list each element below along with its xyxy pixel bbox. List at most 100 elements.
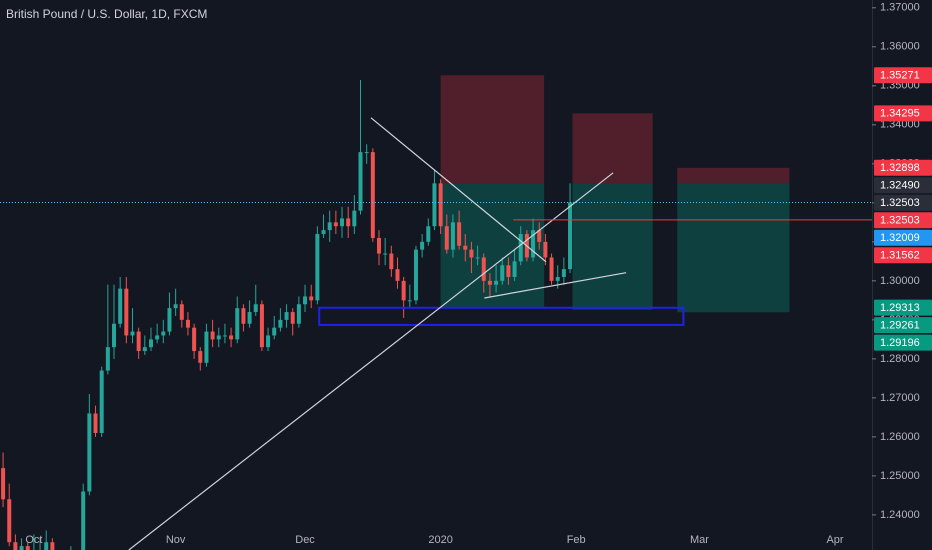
candle-body bbox=[87, 413, 92, 492]
price-label-box bbox=[874, 67, 932, 84]
candle-body bbox=[469, 249, 474, 258]
candle-body bbox=[50, 542, 55, 550]
target-zone bbox=[572, 183, 653, 310]
candle-body bbox=[401, 280, 406, 301]
candle-body bbox=[210, 331, 215, 340]
candle-body bbox=[179, 304, 184, 320]
candle-body bbox=[420, 241, 425, 250]
y-tick-label: 1.28000 bbox=[880, 353, 920, 365]
stop-zone bbox=[440, 75, 545, 184]
candle-body bbox=[561, 269, 566, 277]
support-zone bbox=[318, 306, 685, 326]
price-label: 1.32490 bbox=[880, 180, 920, 192]
price-label-box bbox=[874, 229, 932, 246]
candle-body bbox=[333, 222, 338, 227]
candle-body bbox=[93, 413, 98, 433]
x-tick-label: Apr bbox=[826, 534, 843, 546]
candle-body bbox=[487, 280, 492, 285]
price-label: 1.31562 bbox=[880, 250, 920, 262]
candle-body bbox=[136, 331, 141, 352]
candle-body bbox=[259, 304, 264, 348]
candle-body bbox=[99, 370, 104, 433]
candle-body bbox=[549, 257, 554, 281]
candle-body bbox=[494, 280, 499, 285]
price-label: 1.32503 bbox=[880, 215, 920, 227]
price-label: 1.34295 bbox=[880, 108, 920, 120]
candle-body bbox=[555, 276, 560, 281]
y-tick-label: 1.24000 bbox=[880, 509, 920, 521]
candle-body bbox=[167, 308, 172, 332]
candle-body bbox=[247, 312, 252, 324]
candle-body bbox=[173, 304, 178, 309]
candle-body bbox=[19, 546, 24, 550]
candle-body bbox=[216, 335, 221, 340]
plot-area bbox=[0, 75, 872, 550]
candle-body bbox=[155, 335, 160, 340]
x-tick-label: Feb bbox=[567, 534, 586, 546]
candle-body bbox=[518, 234, 523, 262]
candle-body bbox=[278, 319, 283, 328]
target-zone bbox=[677, 183, 790, 313]
candle-body bbox=[450, 222, 455, 250]
stop-zone bbox=[572, 113, 653, 184]
candle-body bbox=[327, 222, 332, 231]
candle-body bbox=[198, 351, 203, 363]
price-label-box bbox=[874, 299, 932, 316]
y-tick-label: 1.36000 bbox=[880, 41, 920, 53]
x-tick-label: Mar bbox=[690, 534, 709, 546]
candle-body bbox=[222, 335, 227, 337]
candle-body bbox=[413, 249, 418, 301]
price-label-box bbox=[874, 317, 932, 334]
trend-line bbox=[128, 172, 614, 550]
candle-body bbox=[438, 183, 443, 227]
price-label-box bbox=[874, 105, 932, 122]
candle-body bbox=[340, 218, 345, 227]
y-tick-label: 1.27000 bbox=[880, 392, 920, 404]
candle-body bbox=[512, 261, 517, 277]
candle-body bbox=[284, 312, 289, 320]
candle-body bbox=[81, 491, 86, 550]
candle-body bbox=[161, 331, 166, 336]
y-tick-label: 1.37000 bbox=[880, 2, 920, 14]
candle-body bbox=[266, 335, 271, 348]
candle-body bbox=[185, 319, 190, 328]
candle-body bbox=[148, 339, 153, 348]
candle-body bbox=[229, 335, 234, 340]
candle-body bbox=[241, 308, 246, 324]
candle-body bbox=[112, 323, 117, 348]
x-tick-label: 2020 bbox=[428, 534, 452, 546]
trend-line bbox=[370, 117, 547, 263]
candle-body bbox=[383, 253, 388, 255]
candle-body bbox=[118, 288, 123, 324]
candle-body bbox=[13, 542, 18, 550]
candle-body bbox=[500, 265, 505, 281]
price-label-box bbox=[874, 334, 932, 351]
price-label: 1.32503 bbox=[880, 197, 920, 209]
candle-body bbox=[475, 257, 480, 259]
candle-body bbox=[463, 245, 468, 250]
price-label-box bbox=[874, 247, 932, 264]
x-tick-label: Nov bbox=[166, 534, 186, 546]
price-label-box bbox=[874, 177, 932, 194]
price-label: 1.32898 bbox=[880, 162, 920, 174]
candle-body bbox=[506, 265, 511, 277]
candle-body bbox=[290, 312, 295, 324]
candle-body bbox=[432, 183, 437, 227]
price-label-box bbox=[874, 194, 932, 211]
candle-body bbox=[426, 226, 431, 242]
price-label-box bbox=[874, 159, 932, 176]
price-label: 1.32009 bbox=[880, 232, 920, 244]
candle-body bbox=[296, 304, 301, 324]
candle-body bbox=[1, 468, 6, 500]
candle-body bbox=[364, 152, 369, 154]
x-tick-label: Oct bbox=[25, 534, 42, 546]
stop-zone bbox=[677, 167, 790, 184]
candle-body bbox=[481, 257, 486, 281]
chart-title: British Pound / U.S. Dollar, 1D, FXCM bbox=[6, 7, 207, 21]
candle-body bbox=[395, 269, 400, 281]
candle-body bbox=[346, 218, 351, 227]
y-tick-label: 1.34000 bbox=[880, 119, 920, 131]
candle-body bbox=[235, 308, 240, 340]
candle-body bbox=[315, 234, 320, 301]
candle-body bbox=[444, 226, 449, 250]
